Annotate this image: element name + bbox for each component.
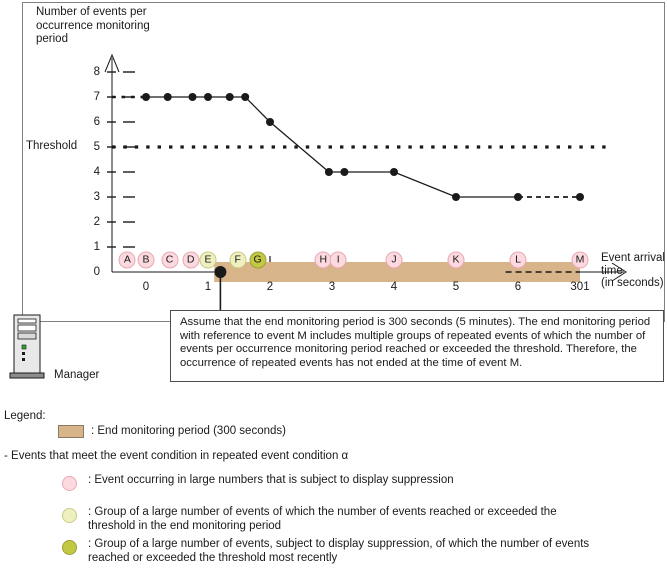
y-tick-label: 2 xyxy=(93,216,100,228)
y-tick-label: 5 xyxy=(93,141,100,153)
x-tick-label: 301 xyxy=(570,281,590,293)
manager-label: Manager xyxy=(54,369,100,381)
callout-box: Assume that the end monitoring period is… xyxy=(170,310,664,382)
x-tick-label: 6 xyxy=(514,281,522,293)
x-tick-label: 3 xyxy=(328,281,336,293)
event-marker-c: C xyxy=(161,251,179,269)
event-marker-l: L xyxy=(509,251,527,269)
y-tick-label: 1 xyxy=(93,241,100,253)
x-axis-caption: Event arrival time (in seconds) xyxy=(601,252,665,289)
threshold-axis-label: Threshold xyxy=(26,140,78,152)
legend-dot-threshold-recent xyxy=(62,540,77,555)
legend-title: Legend: xyxy=(4,410,46,422)
axes-layer xyxy=(104,53,627,282)
event-marker-i: I xyxy=(329,251,347,269)
event-marker-j: J xyxy=(385,251,403,269)
legend-condition-label: - Events that meet the event condition i… xyxy=(4,450,349,462)
event-marker-f: F xyxy=(229,251,247,269)
y-tick-label: 3 xyxy=(93,191,100,203)
x-tick-label: 5 xyxy=(452,281,460,293)
event-marker-a: A xyxy=(118,251,136,269)
x-tick-label: 4 xyxy=(390,281,398,293)
legend-band-label: : End monitoring period (300 seconds) xyxy=(91,425,286,437)
annotation-leader-line xyxy=(214,266,227,310)
y-tick-label: 0 xyxy=(93,266,100,278)
event-marker-e: E xyxy=(199,251,217,269)
x-tick-label: 0 xyxy=(142,281,150,293)
legend-band-swatch xyxy=(58,425,84,438)
event-marker-m: M xyxy=(571,251,589,269)
event-marker-d: D xyxy=(182,251,200,269)
chart-plot xyxy=(104,53,627,310)
callout-text: Assume that the end monitoring period is… xyxy=(180,316,651,369)
y-tick-label: 4 xyxy=(93,166,100,178)
data-series-line xyxy=(112,93,584,201)
x-tick-label: 2 xyxy=(266,281,274,293)
event-marker-k: K xyxy=(447,251,465,269)
legend-label-threshold-in-period: : Group of a large number of events of w… xyxy=(88,506,557,532)
event-marker-b: B xyxy=(137,251,155,269)
x-tick-label: 1 xyxy=(204,281,212,293)
legend-dot-threshold-in-period xyxy=(62,508,77,523)
event-marker-g: G xyxy=(249,251,267,269)
legend-dot-suppressed xyxy=(62,476,77,491)
end-monitoring-period-band xyxy=(214,262,580,282)
y-tick-label: 7 xyxy=(93,91,100,103)
legend-label-threshold-recent: : Group of a large number of events, sub… xyxy=(88,538,590,564)
manager-server-icon xyxy=(9,314,45,379)
legend-label-suppressed: : Event occurring in large numbers that … xyxy=(88,474,454,486)
y-tick-label: 8 xyxy=(93,66,100,78)
y-axis-title: Number of events per occurrence monitori… xyxy=(36,6,150,45)
y-tick-label: 6 xyxy=(93,116,100,128)
